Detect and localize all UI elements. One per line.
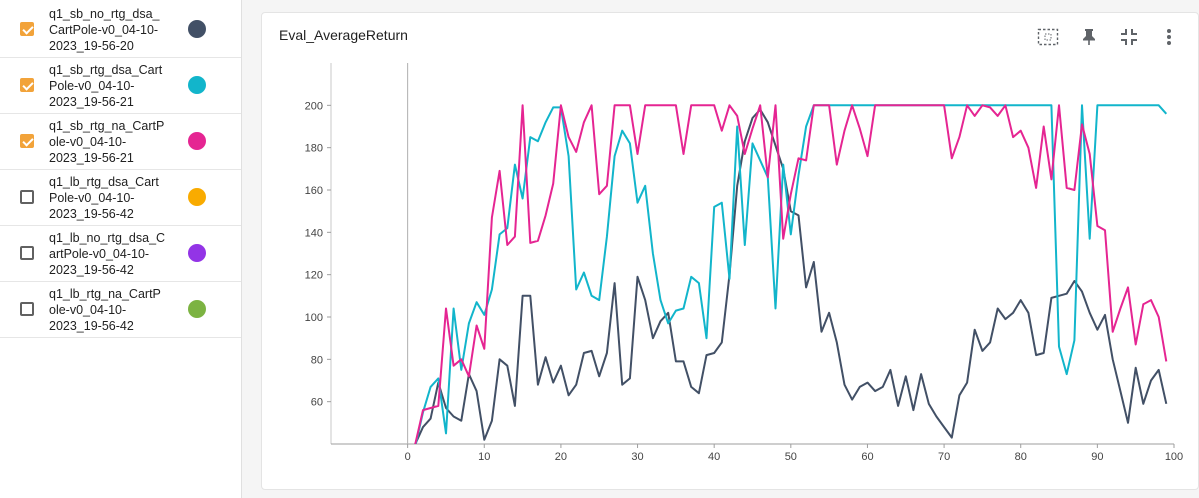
run-row[interactable]: q1_sb_rtg_dsa_Cart Pole-v0_04-10- 2023_1… bbox=[0, 58, 241, 114]
more-vert-icon[interactable] bbox=[1157, 26, 1181, 48]
pin-icon[interactable] bbox=[1077, 26, 1101, 48]
y-tick-label: 120 bbox=[305, 270, 323, 282]
series-line bbox=[414, 104, 1168, 444]
x-tick-label: 20 bbox=[555, 451, 567, 463]
run-row[interactable]: q1_sb_no_rtg_dsa_ CartPole-v0_04-10- 202… bbox=[0, 2, 241, 58]
y-tick-label: 140 bbox=[305, 227, 323, 239]
x-tick-label: 80 bbox=[1015, 451, 1027, 463]
run-color-swatch[interactable] bbox=[188, 300, 206, 318]
run-color-swatch[interactable] bbox=[188, 188, 206, 206]
run-checkbox[interactable] bbox=[20, 190, 34, 204]
run-row[interactable]: q1_lb_rtg_na_CartP ole-v0_04-10- 2023_19… bbox=[0, 282, 241, 338]
series-line bbox=[414, 108, 1168, 444]
chart-title: Eval_AverageReturn bbox=[279, 27, 408, 43]
y-tick-label: 100 bbox=[305, 312, 323, 324]
run-color-swatch[interactable] bbox=[188, 132, 206, 150]
run-label: q1_lb_rtg_na_CartP ole-v0_04-10- 2023_19… bbox=[49, 287, 161, 333]
line-chart[interactable]: 60 80 100 120 140 160 180 200 0 10 20 30 40 50 60 70 80 9… bbox=[262, 13, 1199, 491]
run-row[interactable]: q1_lb_no_rtg_dsa_C artPole-v0_04-10- 202… bbox=[0, 226, 241, 282]
y-tick-label: 60 bbox=[311, 397, 323, 409]
y-tick-label: 180 bbox=[305, 143, 323, 155]
run-label: q1_lb_rtg_dsa_Cart Pole-v0_04-10- 2023_1… bbox=[49, 175, 159, 221]
x-tick-label: 10 bbox=[478, 451, 490, 463]
run-checkbox[interactable] bbox=[20, 134, 34, 148]
y-tick-label: 200 bbox=[305, 100, 323, 112]
x-tick-label: 60 bbox=[861, 451, 873, 463]
collapse-icon[interactable] bbox=[1117, 26, 1141, 48]
y-tick-label: 80 bbox=[311, 354, 323, 366]
chart-card: Eval_AverageReturn 60 80 100 120 140 160 180 20… bbox=[261, 12, 1199, 490]
x-tick-label: 50 bbox=[785, 451, 797, 463]
fit-domain-icon[interactable] bbox=[1036, 26, 1060, 48]
run-row[interactable]: q1_lb_rtg_dsa_Cart Pole-v0_04-10- 2023_1… bbox=[0, 170, 241, 226]
x-tick-label: 30 bbox=[631, 451, 643, 463]
series-line bbox=[414, 104, 1168, 444]
x-tick-label: 40 bbox=[708, 451, 720, 463]
run-label: q1_lb_no_rtg_dsa_C artPole-v0_04-10- 202… bbox=[49, 231, 166, 277]
run-row[interactable]: q1_sb_rtg_na_CartP ole-v0_04-10- 2023_19… bbox=[0, 114, 241, 170]
run-checkbox[interactable] bbox=[20, 302, 34, 316]
y-tick-label: 160 bbox=[305, 185, 323, 197]
x-tick-label: 90 bbox=[1091, 451, 1103, 463]
run-label: q1_sb_no_rtg_dsa_ CartPole-v0_04-10- 202… bbox=[49, 7, 160, 53]
run-checkbox[interactable] bbox=[20, 22, 34, 36]
x-tick-label: 100 bbox=[1165, 451, 1183, 463]
run-checkbox[interactable] bbox=[20, 78, 34, 92]
run-color-swatch[interactable] bbox=[188, 76, 206, 94]
run-color-swatch[interactable] bbox=[188, 20, 206, 38]
run-checkbox[interactable] bbox=[20, 246, 34, 260]
x-tick-label: 0 bbox=[405, 451, 411, 463]
run-color-swatch[interactable] bbox=[188, 244, 206, 262]
runs-sidebar: q1_sb_no_rtg_dsa_ CartPole-v0_04-10- 202… bbox=[0, 0, 242, 498]
run-label: q1_sb_rtg_dsa_Cart Pole-v0_04-10- 2023_1… bbox=[49, 63, 163, 109]
x-tick-label: 70 bbox=[938, 451, 950, 463]
run-label: q1_sb_rtg_na_CartP ole-v0_04-10- 2023_19… bbox=[49, 119, 165, 165]
